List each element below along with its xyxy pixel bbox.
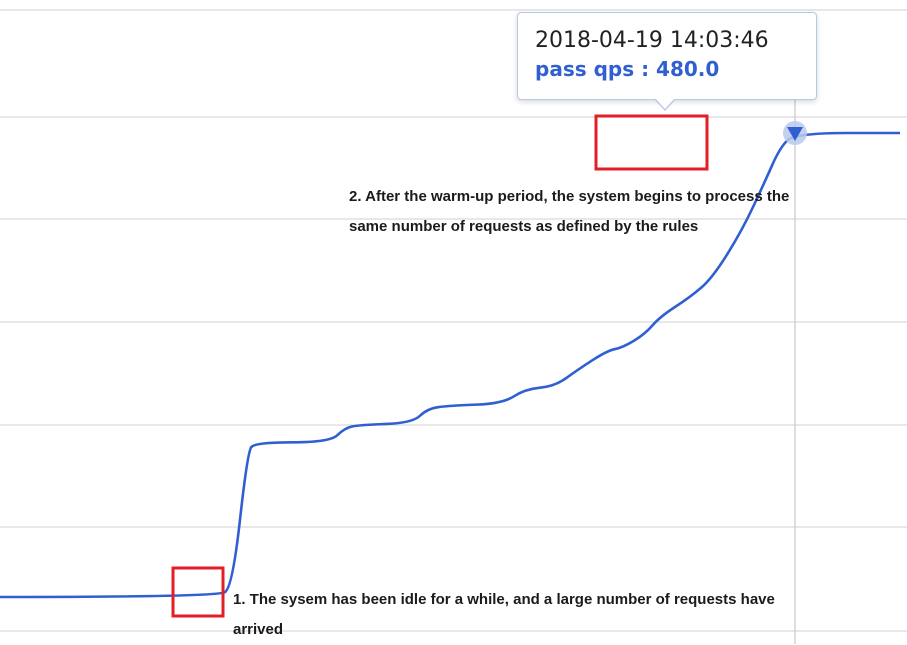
series-line-pass-qps (0, 131, 900, 599)
chart-tooltip: 2018-04-19 14:03:46 pass qps : 480.0 (517, 12, 817, 111)
annotation-1-line-2: arrived (233, 621, 284, 638)
highlight-marker (787, 127, 803, 141)
annotation-2-line-2: same number of requests as defined by th… (349, 218, 699, 235)
annotation-1-line-1: 1. The sysem has been idle for a while, … (233, 591, 775, 608)
annotation-2-line-1: 2. After the warm-up period, the system … (349, 188, 790, 205)
tooltip-value: pass qps : 480.0 (535, 57, 720, 81)
highlight-box-warmup (594, 114, 709, 171)
annotation-idle-burst: 1. The sysem has been idle for a while, … (233, 585, 903, 645)
highlight-box-idle (171, 566, 225, 618)
tooltip-time: 2018-04-19 14:03:46 (535, 28, 769, 53)
annotation-warmup-complete: 2. After the warm-up period, the system … (349, 182, 889, 242)
